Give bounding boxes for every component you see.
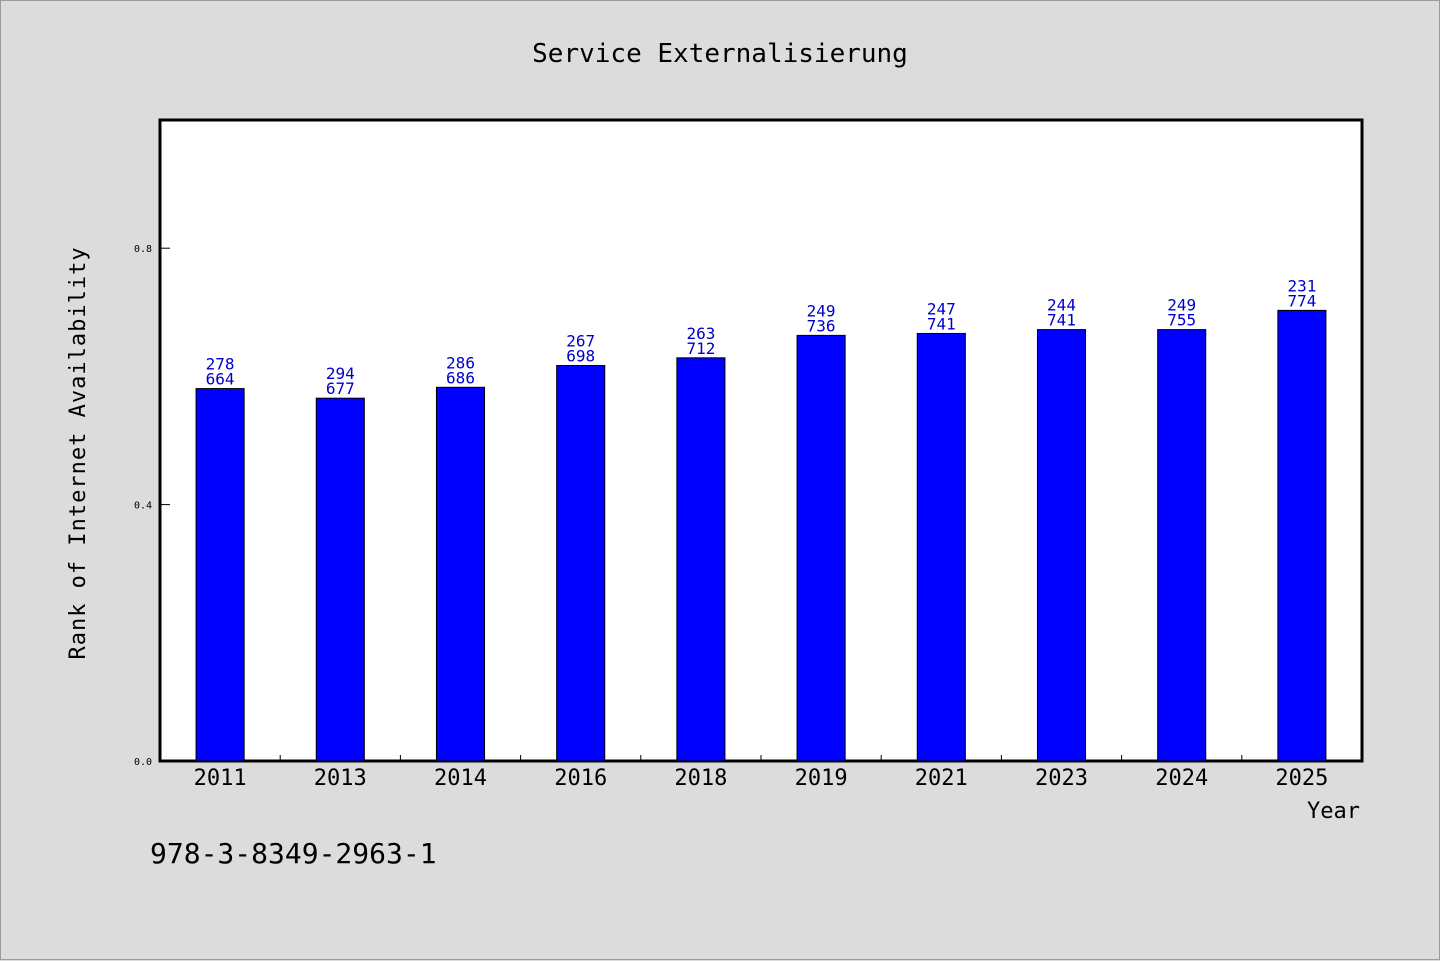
bar-2024 [1157, 329, 1207, 762]
bar-2014 [435, 386, 486, 762]
x-tick-label-2025: 2025 [1275, 766, 1328, 791]
data-label-bottom-2013: 677 [326, 379, 355, 398]
bar-2018 [676, 357, 726, 762]
x-tick-label-2018: 2018 [674, 766, 727, 791]
x-axis-separators [279, 755, 1243, 761]
data-label-bottom-2016: 698 [566, 347, 595, 366]
data-label-top-2018: 263 [686, 324, 715, 343]
data-label-top-2021: 247 [927, 299, 956, 318]
y-tick-label: 0.4 [134, 501, 152, 512]
y-axis-ticks: 0.0 0.4 0.8 [134, 244, 170, 768]
x-tick-label-2021: 2021 [915, 766, 968, 791]
bar-2011 [195, 388, 245, 762]
data-label-bottom-2019: 736 [807, 316, 836, 335]
x-tick-label-2016: 2016 [554, 766, 607, 791]
bars [195, 309, 1327, 762]
y-axis-label: Rank of Internet Availability [66, 246, 91, 659]
data-label-top-2013: 294 [326, 364, 355, 383]
data-label-bottom-2014: 686 [446, 368, 475, 387]
chart-title: Service Externalisierung [532, 39, 908, 69]
x-tick-label-2013: 2013 [314, 766, 367, 791]
bar-2023 [1036, 329, 1087, 762]
bar-2013 [315, 397, 365, 762]
footer-code: 978-3-8349-2963-1 [150, 837, 437, 870]
data-label-top-2023: 244 [1047, 296, 1076, 315]
data-label-top-2014: 286 [446, 353, 475, 372]
bar-2016 [556, 365, 606, 762]
data-label-top-2024: 249 [1167, 296, 1196, 315]
bar-2019 [796, 334, 846, 762]
x-tick-label-2014: 2014 [434, 766, 487, 791]
data-label-bottom-2021: 741 [927, 314, 956, 333]
data-label-top-2025: 231 [1287, 276, 1316, 295]
x-axis-label: Year [1307, 799, 1360, 824]
data-label-bottom-2024: 755 [1167, 311, 1196, 330]
x-tick-label-2024: 2024 [1155, 766, 1208, 791]
y-tick-label: 0.8 [134, 244, 152, 255]
data-label-bottom-2011: 664 [206, 370, 235, 389]
x-tick-label-2023: 2023 [1035, 766, 1088, 791]
data-label-top-2016: 267 [566, 332, 595, 351]
bar-2025 [1277, 309, 1327, 762]
x-axis-ticks: 2011 2013 2014 2016 2018 2019 2021 2023 2024 2025 [194, 766, 1329, 791]
y-tick-label: 0.0 [134, 757, 152, 768]
data-label-bottom-2025: 774 [1287, 291, 1316, 310]
bar-2021 [916, 332, 966, 762]
data-label-bottom-2018: 712 [686, 339, 715, 358]
x-tick-label-2019: 2019 [795, 766, 848, 791]
x-tick-label-2011: 2011 [194, 766, 247, 791]
data-label-top-2019: 249 [807, 301, 836, 320]
data-label-bottom-2023: 741 [1047, 311, 1076, 330]
data-label-top-2011: 278 [206, 355, 235, 374]
